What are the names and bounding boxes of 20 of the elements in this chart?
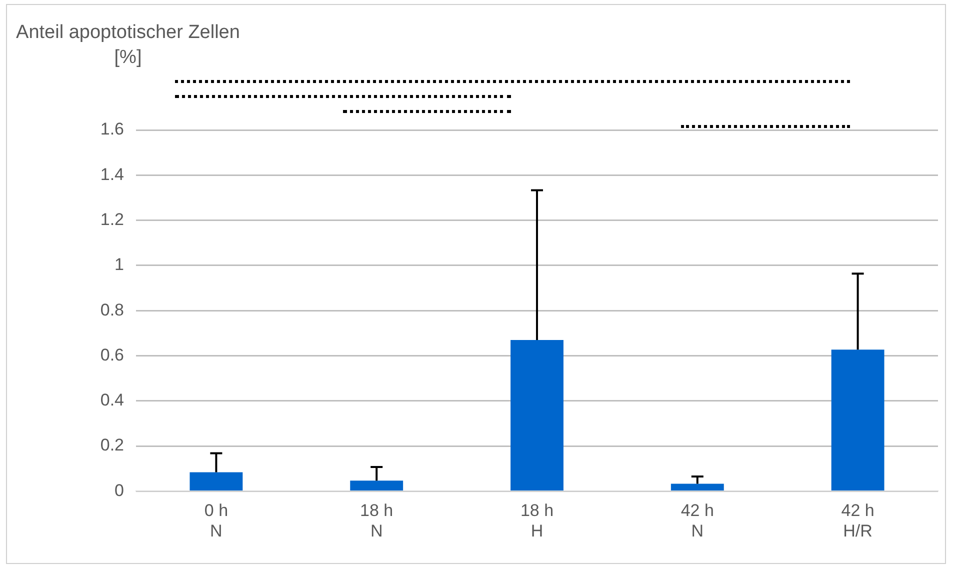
x-tick-label: 42 h N <box>680 501 714 540</box>
y-tick-label: 0 <box>114 480 124 500</box>
bar <box>350 480 404 490</box>
y-tick-label: 0.4 <box>100 390 124 410</box>
y-tick-label: 1.4 <box>100 164 124 184</box>
y-tick-label: 1 <box>114 255 124 274</box>
y-tick-label: 0.6 <box>100 345 124 364</box>
bar <box>670 484 724 490</box>
x-tick-label: 18 h H <box>520 501 554 540</box>
bar <box>190 472 243 490</box>
x-tick-label: 18 h N <box>360 501 394 540</box>
x-tick-label: 42 h H/R <box>841 501 874 540</box>
y-tick-label: 1.6 <box>100 120 124 139</box>
y-tick-label: 0.8 <box>100 300 124 320</box>
bar <box>831 350 884 490</box>
x-tick-label: 0 h N <box>204 501 228 540</box>
y-tick-label: 0.2 <box>100 436 124 455</box>
y-axis-title: Anteil apoptotischer Zellen [%] <box>15 21 241 70</box>
y-tick-label: 1.2 <box>100 210 124 229</box>
bar <box>510 340 564 490</box>
